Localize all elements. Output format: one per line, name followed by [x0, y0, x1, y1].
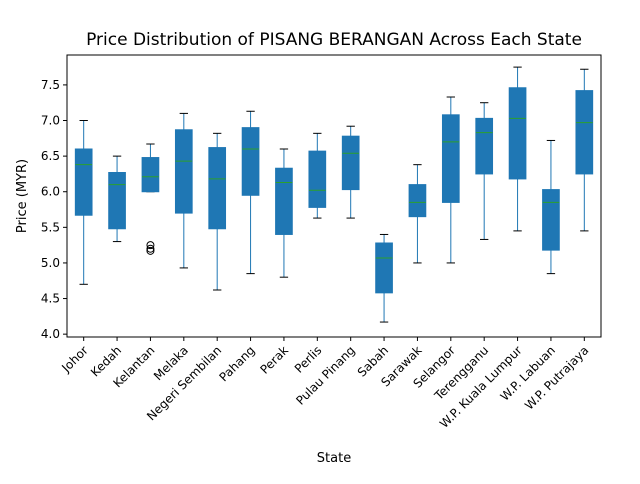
- y-tick-label: 7.5: [41, 78, 60, 92]
- box-body: [508, 87, 527, 180]
- box-body: [174, 129, 193, 214]
- box-body: [542, 189, 560, 251]
- box-14: [508, 66, 527, 232]
- box-11: [408, 164, 427, 264]
- y-tick-label: 4.0: [41, 327, 60, 341]
- y-axis-label: Price (MYR): [15, 159, 30, 233]
- outlier-point: [146, 241, 155, 250]
- outlier-point: [146, 246, 155, 255]
- box-5: [208, 132, 227, 291]
- box-body: [308, 150, 327, 208]
- y-tick-label: 7.0: [41, 114, 60, 128]
- box-8: [308, 132, 327, 219]
- box-2: [108, 155, 126, 243]
- box-9: [341, 125, 360, 219]
- y-tick-label: 5.5: [41, 220, 60, 234]
- box-body: [375, 242, 393, 294]
- box-16: [575, 68, 594, 232]
- box-body: [475, 117, 494, 175]
- box-13: [475, 102, 494, 240]
- chart-title: Price Distribution of PISANG BERANGAN Ac…: [86, 30, 582, 50]
- box-1: [74, 120, 93, 285]
- outlier-point: [146, 244, 155, 253]
- y-tick-label: 6.5: [41, 149, 60, 163]
- box-body: [108, 172, 126, 230]
- box-body: [241, 127, 260, 196]
- box-12: [441, 96, 460, 264]
- box-4: [174, 112, 193, 269]
- box-body: [341, 135, 360, 191]
- box-body: [441, 114, 460, 203]
- x-tick-label: Johor: [58, 343, 90, 375]
- box-body: [275, 167, 293, 235]
- x-axis-label: State: [317, 451, 351, 466]
- plot-area: 4.04.55.05.56.06.57.07.5JohorKedahKelant…: [41, 54, 602, 431]
- box-10: [375, 233, 393, 323]
- box-body: [575, 90, 594, 175]
- x-tick-label: Perak: [258, 343, 292, 377]
- x-tick-label: Pahang: [217, 343, 258, 384]
- plot-frame: [66, 54, 602, 338]
- box-3: [141, 143, 160, 255]
- box-15: [542, 139, 560, 275]
- box-body: [74, 148, 93, 216]
- box-7: [275, 148, 293, 278]
- box-body: [408, 184, 427, 218]
- box-body: [208, 147, 227, 230]
- box-body: [141, 157, 160, 193]
- y-tick-label: 5.0: [41, 256, 60, 270]
- y-tick-label: 6.0: [41, 185, 60, 199]
- box-6: [241, 110, 260, 275]
- x-tick-label: Pulau Pinang: [293, 343, 358, 408]
- y-tick-label: 4.5: [41, 292, 60, 306]
